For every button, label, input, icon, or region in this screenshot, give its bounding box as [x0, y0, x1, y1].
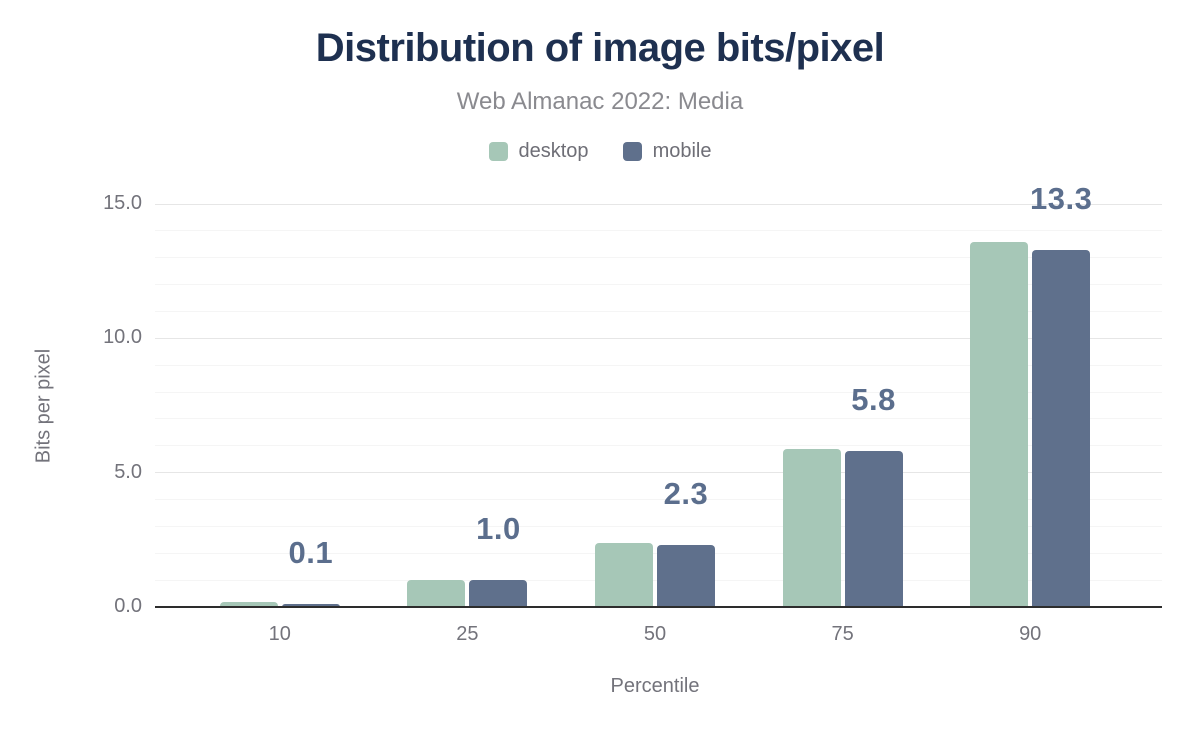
- data-label: 1.0: [476, 511, 521, 547]
- gridline-minor: [155, 284, 1162, 286]
- gridline-minor: [155, 418, 1162, 420]
- legend-label-desktop: desktop: [518, 140, 589, 162]
- plot-area: [155, 203, 1162, 607]
- gridline-minor: [155, 230, 1162, 232]
- bar-mobile: [469, 580, 528, 607]
- bar-desktop: [219, 601, 278, 607]
- y-tick-label: 0.0: [114, 595, 142, 617]
- chart-title: Distribution of image bits/pixel: [315, 26, 885, 70]
- legend-label-mobile: mobile: [652, 140, 712, 162]
- chart-legend: desktop mobile: [0, 140, 1200, 163]
- x-axis-line: [155, 606, 1162, 608]
- y-axis-label: Bits per pixel: [32, 348, 55, 464]
- bar-desktop: [594, 542, 653, 607]
- x-axis-label: Percentile: [610, 675, 700, 697]
- gridline-minor: [155, 525, 1162, 527]
- x-tick-label: 10: [268, 623, 291, 645]
- y-tick-label: 10.0: [103, 326, 142, 349]
- data-label: 0.1: [288, 535, 334, 571]
- legend-item-desktop: desktop: [488, 140, 589, 163]
- bars-layer: 0.1 10 1.0 25 2.3 50 5.8 75 13.3 90: [186, 181, 1124, 645]
- x-tick-label: 25: [456, 623, 479, 645]
- x-tick-label: 50: [643, 623, 667, 645]
- bar-group: 5.8 75: [749, 204, 937, 645]
- gridline-minor: [155, 445, 1162, 447]
- bar-desktop: [970, 241, 1029, 607]
- mobile-swatch-icon: [622, 142, 642, 161]
- bar-desktop: [407, 580, 466, 607]
- gridline-minor: [155, 499, 1162, 501]
- bar-group: 0.1 10: [186, 204, 374, 645]
- bar-group: 2.3 50: [561, 204, 749, 645]
- gridline-major: [155, 203, 1162, 205]
- gridline-minor: [155, 391, 1162, 393]
- gridline-major: [155, 337, 1162, 339]
- gridline-major: [155, 472, 1162, 474]
- bar-mobile: [844, 451, 903, 607]
- gridline-minor: [155, 310, 1162, 312]
- x-tick-label: 90: [1019, 623, 1042, 645]
- y-tick-label: 15.0: [103, 192, 142, 214]
- desktop-swatch-icon: [488, 142, 508, 161]
- legend-item-mobile: mobile: [622, 140, 712, 163]
- data-label: 2.3: [663, 476, 709, 512]
- y-tick-label: 5.0: [114, 460, 142, 483]
- chart-subtitle: Web Almanac 2022: Media: [456, 88, 744, 115]
- bar-desktop: [782, 448, 841, 607]
- data-label: 13.3: [1030, 180, 1093, 216]
- bar-mobile: [1032, 249, 1091, 607]
- gridline-minor: [155, 364, 1162, 366]
- data-label: 5.8: [851, 382, 896, 418]
- bar-mobile: [281, 604, 340, 607]
- bar-group: 13.3 90: [936, 181, 1124, 645]
- gridline-minor: [155, 257, 1162, 259]
- bar-mobile: [656, 545, 715, 607]
- bar-group: 1.0 25: [374, 204, 562, 645]
- x-tick-label: 75: [831, 623, 854, 645]
